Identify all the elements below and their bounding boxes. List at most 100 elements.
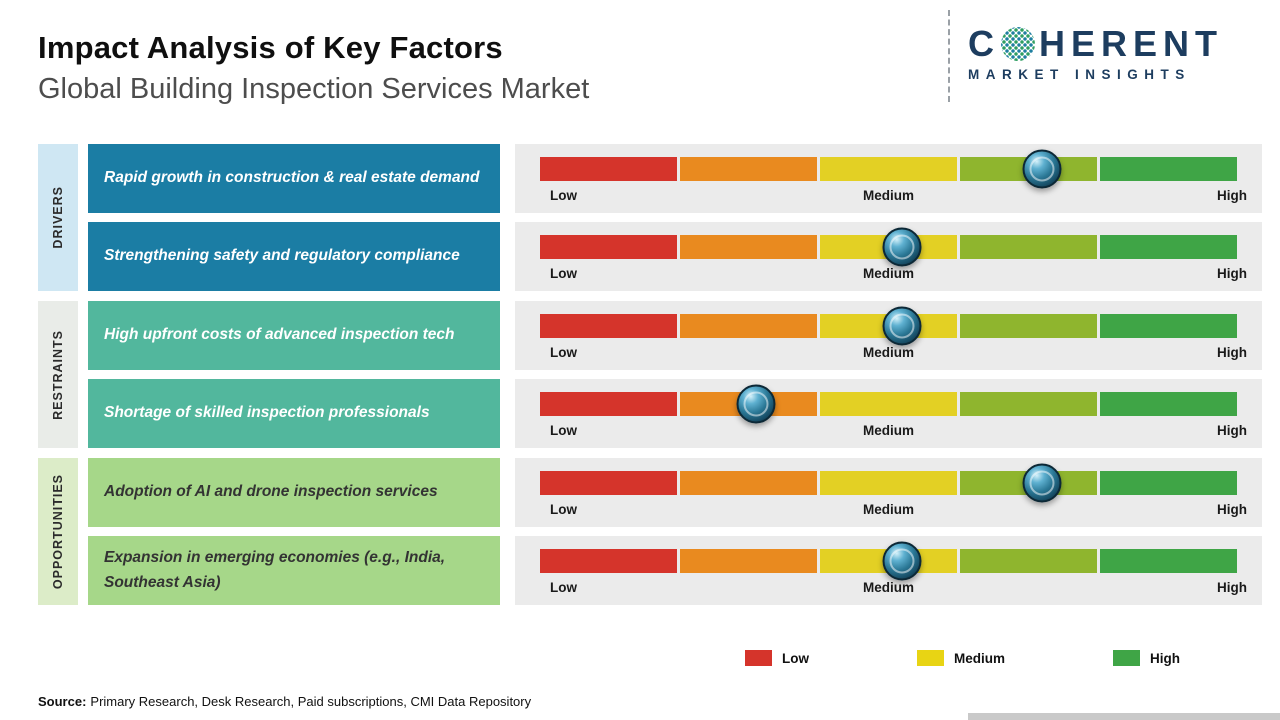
scale-labels: Low Medium High [540,338,1247,370]
legend-item: Medium [916,650,1005,666]
bar-segments [540,392,1237,416]
impact-bar [540,306,1237,346]
bar-segment [1100,235,1237,259]
impact-bar [540,463,1237,503]
factor-box: High upfront costs of advanced inspectio… [88,301,500,370]
page-title: Impact Analysis of Key Factors [38,30,503,65]
scale-label-medium: Medium [862,345,915,360]
impact-marker [736,384,776,424]
impact-bar-area: Low Medium High [515,144,1262,213]
factor-row-driver-1: Rapid growth in construction & real esta… [88,144,1262,213]
legend-swatch [916,650,944,666]
scale-label-medium: Medium [862,580,915,595]
impact-bar [540,227,1237,267]
factor-row-opportunity-1: Adoption of AI and drone inspection serv… [88,458,1262,527]
scale-label-high: High [1217,502,1247,517]
category-label-opportunities: OPPORTUNITIES [51,473,65,590]
bar-segment [1100,549,1237,573]
impact-bar [540,149,1237,189]
scale-label-low: Low [550,580,577,595]
category-label-drivers: DRIVERS [51,186,65,249]
category-group-opportunities: OPPORTUNITIES Adoption of AI and drone i… [38,458,1262,605]
impact-bar-area: Low Medium High [515,301,1262,370]
scale-labels: Low Medium High [540,573,1247,605]
impact-marker [1022,149,1062,189]
scale-label-medium: Medium [862,266,915,281]
scale-label-low: Low [550,423,577,438]
legend-label: Low [781,650,809,666]
factor-text: High upfront costs of advanced inspectio… [104,326,455,344]
bar-segment [1100,314,1237,338]
category-label-restraints: RESTRAINTS [51,329,65,420]
legend-item: High [1113,650,1180,666]
scale-label-low: Low [550,188,577,203]
bar-segment [960,392,1097,416]
globe-icon [1001,27,1035,61]
bar-segment [540,471,677,495]
bar-segments [540,314,1237,338]
impact-bar-area: Low Medium High [515,379,1262,448]
scale-label-low: Low [550,345,577,360]
bar-segment [680,157,817,181]
impact-bar-area: Low Medium High [515,536,1262,605]
source-prefix: Source: [38,694,87,709]
bar-segment [540,314,677,338]
scale-label-medium: Medium [862,188,915,203]
cmi-logo: C HERENT MARKET INSIGHTS [948,10,1223,102]
scale-label-low: Low [550,502,577,517]
impact-bar [540,384,1237,424]
impact-bar [540,541,1237,581]
category-group-drivers: DRIVERS Rapid growth in construction & r… [38,144,1262,291]
legend-label: High [1150,650,1180,666]
category-group-restraints: RESTRAINTS High upfront costs of advance… [38,301,1262,448]
category-tab-opportunities: OPPORTUNITIES [38,458,78,605]
scale-label-high: High [1217,345,1247,360]
legend-item: Low [744,650,809,666]
bar-segment [1100,392,1237,416]
header: Impact Analysis of Key Factors Global Bu… [0,0,1280,106]
page-subtitle: Global Building Inspection Services Mark… [38,73,590,105]
bar-segment [540,549,677,573]
factor-row-driver-2: Strengthening safety and regulatory comp… [88,222,1262,291]
bar-segments [540,471,1237,495]
bar-segment [820,392,957,416]
bar-segment [540,235,677,259]
impact-bar-area: Low Medium High [515,222,1262,291]
source-note: Source: Primary Research, Desk Research, … [38,694,531,709]
scale-labels: Low Medium High [540,416,1247,448]
legend-label: Medium [953,650,1005,666]
bar-segment [680,471,817,495]
bar-segment [960,314,1097,338]
impact-marker [882,541,922,581]
logo-wordmark: C HERENT [968,26,1223,62]
bar-segment [960,549,1097,573]
scale-label-high: High [1217,423,1247,438]
logo-tagline: MARKET INSIGHTS [968,67,1191,82]
logo-letter-c: C [968,23,1000,64]
bar-segment [960,235,1097,259]
logo-rest: HERENT [1039,23,1224,64]
scale-labels: Low Medium High [540,259,1247,291]
bar-segment [680,235,817,259]
footer-strip [968,713,1280,720]
factor-box: Strengthening safety and regulatory comp… [88,222,500,291]
bar-segment [680,549,817,573]
bar-segment [540,157,677,181]
scale-label-high: High [1217,266,1247,281]
impact-marker [882,227,922,267]
source-text: Primary Research, Desk Research, Paid su… [90,694,532,709]
scale-label-high: High [1217,580,1247,595]
bar-segment [680,314,817,338]
bar-segment [540,392,677,416]
bar-segment [1100,471,1237,495]
scale-label-medium: Medium [862,423,915,438]
scale-label-high: High [1217,188,1247,203]
factor-row-restraint-2: Shortage of skilled inspection professio… [88,379,1262,448]
bar-segments [540,549,1237,573]
factor-box: Adoption of AI and drone inspection serv… [88,458,500,527]
bar-segments [540,157,1237,181]
bar-segment [1100,157,1237,181]
factor-text: Adoption of AI and drone inspection serv… [104,483,438,501]
factor-box: Expansion in emerging economies (e.g., I… [88,536,500,605]
